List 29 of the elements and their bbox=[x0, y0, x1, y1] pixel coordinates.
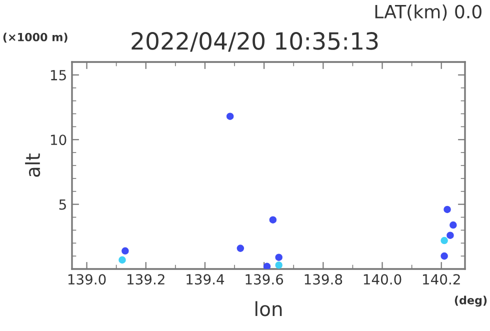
y-tick-label: 5 bbox=[59, 199, 66, 210]
y-tick-label: 15 bbox=[50, 70, 66, 80]
point bbox=[444, 206, 451, 214]
point bbox=[275, 261, 282, 269]
x-axis-title: lon bbox=[256, 301, 282, 316]
x-tick-label: 139.8 bbox=[304, 274, 342, 285]
x-tick-label: 139.6 bbox=[246, 274, 284, 285]
point bbox=[118, 256, 126, 264]
point bbox=[269, 216, 277, 224]
chart-title: 2022/04/20 10:35:13 bbox=[132, 32, 378, 52]
x-tick-label: 139.0 bbox=[68, 274, 106, 285]
y-tick-label: 10 bbox=[50, 134, 66, 146]
point bbox=[263, 262, 271, 269]
x-tick-label: 140.2 bbox=[423, 274, 460, 285]
text: (×1000 m) bbox=[3, 32, 68, 43]
text: (deg) bbox=[454, 296, 487, 307]
x-tick-label: 139.4 bbox=[186, 274, 224, 285]
point bbox=[440, 252, 448, 260]
x-tick-label: 139.2 bbox=[128, 274, 164, 285]
x-tick-label: 140.0 bbox=[364, 274, 402, 285]
point bbox=[275, 254, 282, 261]
point bbox=[122, 247, 129, 255]
point bbox=[440, 236, 448, 244]
chart-subtitle: LAT(km) 0.0 bbox=[375, 4, 482, 21]
point bbox=[450, 221, 457, 229]
point bbox=[446, 232, 454, 240]
point bbox=[226, 112, 234, 120]
y-axis-title: alt bbox=[25, 153, 40, 177]
point bbox=[236, 244, 244, 252]
